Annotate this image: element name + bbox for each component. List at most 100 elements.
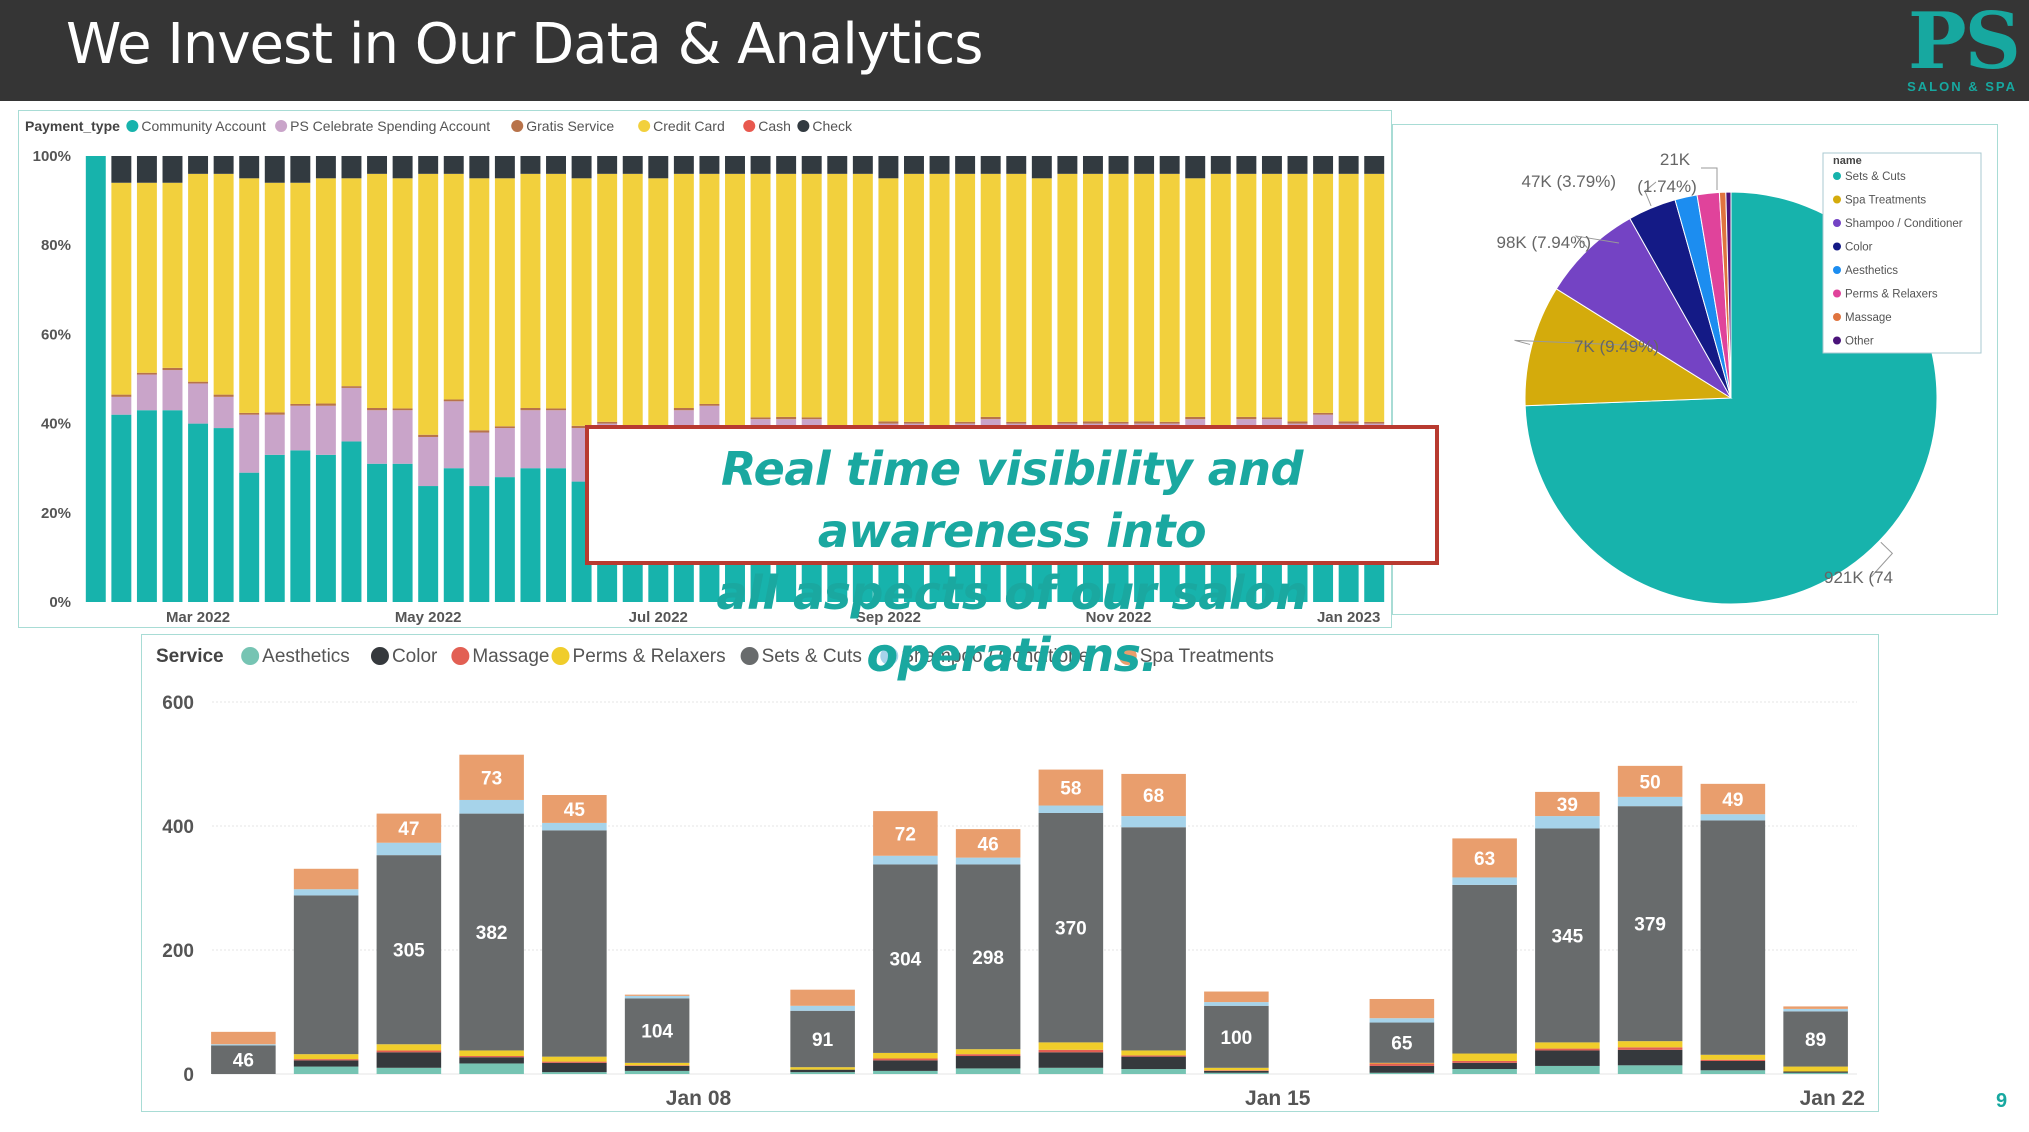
check-bar [929, 156, 950, 174]
credit-card-bar [1185, 178, 1206, 417]
bar-data-label: 65 [1391, 1034, 1413, 1055]
gratis-service-bar [1159, 421, 1180, 424]
gratis-service-bar [1006, 421, 1027, 424]
credit-card-bar [673, 173, 694, 408]
bar-segment-spa-treatments [1369, 998, 1435, 1019]
bar-data-label: 91 [812, 1030, 834, 1051]
credit-card-bar [699, 173, 720, 404]
bar-segment-spa-treatments [1452, 838, 1517, 878]
bar-segment-massage [1617, 1047, 1683, 1050]
community-account-bar [341, 441, 362, 602]
bar-segment-massage [624, 1065, 690, 1066]
check-bar [494, 156, 515, 179]
gratis-service-bar [136, 372, 157, 375]
bar-segment-aesthetics [955, 1068, 1021, 1074]
check-bar [315, 156, 336, 179]
credit-card-bar [546, 173, 566, 409]
celebrate-account-bar [494, 428, 515, 478]
bar-segment-sets-cuts [873, 864, 938, 1053]
y-tick-label: 600 [162, 693, 194, 714]
bar-segment-shampoo-conditioner [873, 855, 938, 865]
credit-card-bar [367, 173, 388, 408]
pie-legend-swatch [1833, 336, 1841, 345]
bar-segment-sets-cuts [211, 1045, 276, 1074]
bar-segment-perms-relaxers [1783, 1066, 1848, 1072]
credit-card-bar [188, 173, 209, 382]
pie-legend-swatch [1833, 289, 1841, 298]
bar-segment-spa-treatments [624, 994, 690, 996]
check-bar [1082, 156, 1103, 174]
bar-data-label: 305 [393, 941, 425, 962]
pie-legend-label: Spa Treatments [1845, 195, 1926, 207]
bar-segment-shampoo-conditioner [459, 799, 524, 814]
credit-card-bar [418, 173, 439, 435]
celebrate-account-bar [418, 436, 439, 487]
credit-card-bar [443, 173, 464, 400]
bar-segment-shampoo-conditioner [1535, 816, 1600, 829]
bar-segment-aesthetics [293, 1066, 359, 1074]
celebrate-account-bar [443, 401, 464, 469]
bar-data-label: 39 [1557, 795, 1578, 816]
legend-label-4: Sets & Cuts [762, 646, 862, 667]
bar-segment-color [459, 1057, 524, 1064]
y-tick-label: 60% [41, 326, 71, 343]
bar-segment-perms-relaxers [790, 1067, 855, 1070]
gratis-service-bar [1338, 421, 1359, 424]
credit-card-bar [776, 173, 797, 417]
pie-leader-line [1514, 339, 1648, 347]
legend-swatch-0 [241, 647, 260, 665]
credit-card-bar [136, 182, 157, 373]
credit-card-bar [878, 178, 899, 422]
bar-segment-massage [376, 1050, 442, 1053]
celebrate-account-bar [290, 405, 311, 451]
bar-segment-aesthetics [624, 1070, 690, 1074]
gratis-service-bar [571, 425, 592, 429]
celebrate-account-bar [264, 414, 285, 455]
celebrate-account-bar [546, 410, 566, 469]
bar-segment-shampoo-conditioner [1369, 1018, 1435, 1023]
celebrate-account-bar [162, 370, 183, 411]
bar-segment-aesthetics [1369, 1072, 1435, 1074]
legend-title: Service [156, 646, 224, 667]
check-bar [955, 156, 976, 174]
bar-segment-sets-cuts [542, 830, 607, 1057]
celebrate-account-bar [392, 410, 413, 464]
bar-segment-perms-relaxers [376, 1044, 442, 1051]
y-tick-label: 0 [183, 1065, 194, 1086]
bar-segment-color [293, 1060, 359, 1067]
legend-swatch-0 [126, 120, 139, 132]
logo-subtitle: SALON & SPA [1907, 79, 2017, 94]
bar-segment-shampoo-conditioner [1452, 877, 1517, 885]
bar-segment-shampoo-conditioner [1038, 805, 1104, 813]
check-bar [392, 156, 413, 179]
bar-data-label: 45 [564, 800, 586, 821]
legend-swatch-4 [743, 120, 756, 132]
bar-data-label: 345 [1552, 926, 1584, 947]
pie-data-label: 921K (74 [1824, 568, 1893, 587]
bar-data-label: 46 [233, 1051, 254, 1072]
bar-segment-sets-cuts [624, 998, 690, 1063]
bar-segment-spa-treatments [459, 754, 524, 800]
legend-swatch-5 [880, 647, 899, 665]
bar-segment-shampoo-conditioner [1121, 816, 1186, 828]
bar-segment-perms-relaxers [1452, 1053, 1517, 1061]
bar-segment-aesthetics [1535, 1065, 1600, 1074]
bar-segment-shampoo-conditioner [790, 1005, 855, 1011]
bar-segment-massage [873, 1058, 938, 1061]
legend-label-5: Shampoo / Conditioner [901, 646, 1096, 667]
gratis-service-bar [290, 403, 311, 406]
gratis-service-bar [1134, 421, 1155, 424]
bar-segment-color [1700, 1060, 1766, 1071]
bar-segment-shampoo-conditioner [955, 857, 1021, 865]
bar-segment-spa-treatments [1204, 991, 1269, 1003]
check-bar [239, 156, 260, 179]
gratis-service-bar [980, 416, 1001, 420]
celebrate-account-bar [136, 374, 157, 411]
bar-segment-aesthetics [1038, 1067, 1104, 1074]
check-bar [852, 156, 873, 174]
gratis-service-bar [213, 394, 234, 397]
bar-segment-spa-treatments [1038, 769, 1104, 806]
x-tick-label: Jan 22 [1800, 1087, 1865, 1110]
credit-card-bar [520, 173, 541, 408]
community-account-bar [392, 463, 413, 602]
